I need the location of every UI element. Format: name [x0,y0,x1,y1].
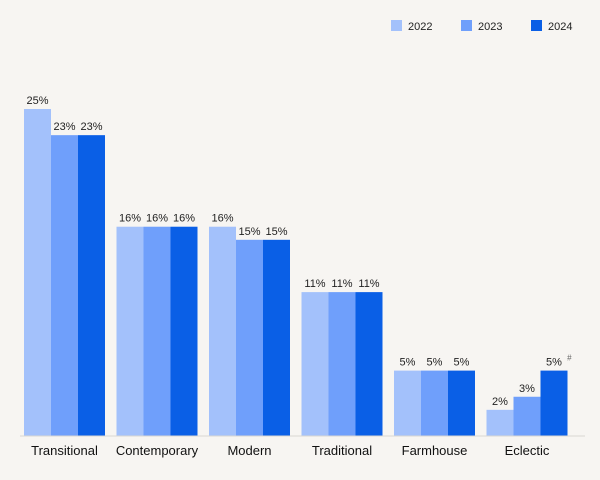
value-label-traditional-2023: 11% [331,278,352,290]
value-label-transitional-2022: 25% [26,95,48,107]
category-label-contemporary: Contemporary [116,443,199,458]
bar-contemporary-2022 [116,226,144,436]
bar-farmhouse-2024 [448,370,475,436]
legend-swatch-2023 [461,20,472,31]
value-labels: 25% 23% 23% 16% 16% 16% 16% 15% 15% 11% 11% 11% 5% 5%… [26,95,572,408]
category-label-eclectic: Eclectic [505,443,550,458]
bar-modern-2023 [236,239,263,436]
value-label-contemporary-2022: 16% [119,213,141,225]
category-label-farmhouse: Farmhouse [402,443,468,458]
value-label-modern-2022: 16% [211,213,233,225]
legend-swatch-2024 [531,20,542,31]
value-label-farmhouse-2024: 5% [454,357,470,369]
bar-contemporary-2024 [170,226,198,436]
annotation-mark: # [567,354,572,363]
bar-contemporary-2023 [143,226,171,436]
bar-transitional-2022 [24,109,51,436]
value-label-transitional-2023: 23% [53,121,75,133]
bar-eclectic-2024 [540,370,568,436]
bar-farmhouse-2022 [394,370,421,436]
category-labels: Transitional Contemporary Modern Traditiona… [31,443,550,458]
value-label-modern-2023: 15% [238,226,260,238]
legend-label-2024: 2024 [548,21,572,33]
bar-traditional-2022 [301,292,329,436]
bar-transitional-2024 [78,135,105,436]
legend-label-2023: 2023 [478,21,502,33]
category-label-transitional: Transitional [31,443,98,458]
value-label-eclectic-2022: 2% [492,396,508,408]
legend-swatch-2022 [391,20,402,31]
category-label-traditional: Traditional [312,443,372,458]
bar-traditional-2023 [328,292,356,436]
bar-eclectic-2023 [513,396,541,436]
bar-farmhouse-2023 [421,370,448,436]
value-label-modern-2024: 15% [265,226,287,238]
bar-transitional-2023 [51,135,78,436]
value-label-contemporary-2023: 16% [146,213,168,225]
bar-modern-2022 [209,226,236,436]
value-label-eclectic-2024: 5% [546,357,562,369]
value-label-eclectic-2023: 3% [519,383,535,395]
legend-label-2022: 2022 [408,21,432,33]
bar-traditional-2024 [355,292,383,436]
legend: 2022 2023 2024 [391,20,572,33]
value-label-transitional-2024: 23% [80,121,102,133]
value-label-traditional-2024: 11% [358,278,379,290]
bar-eclectic-2022 [486,409,514,436]
value-label-traditional-2022: 11% [304,278,325,290]
value-label-contemporary-2024: 16% [173,213,195,225]
category-label-modern: Modern [227,443,271,458]
value-label-farmhouse-2023: 5% [427,357,443,369]
bars [24,109,568,436]
bar-modern-2024 [263,239,290,436]
value-label-farmhouse-2022: 5% [400,357,416,369]
